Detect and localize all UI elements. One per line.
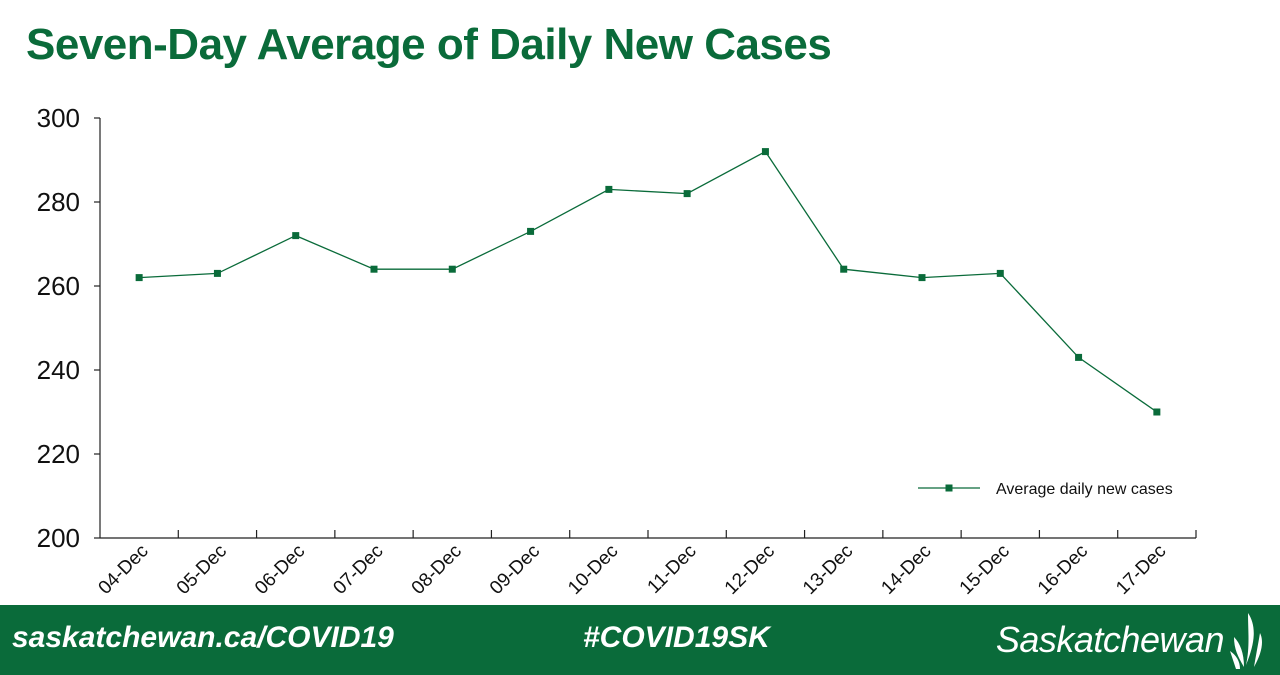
chart-axes xyxy=(99,118,1196,539)
x-tick-label: 07-Dec xyxy=(329,541,387,599)
data-point xyxy=(605,185,613,193)
data-point xyxy=(1075,353,1083,361)
x-tick-label: 13-Dec xyxy=(799,541,857,599)
x-tick-label: 15-Dec xyxy=(956,541,1014,599)
footer-hashtag: #COVID19SK xyxy=(583,621,770,654)
data-point xyxy=(370,265,378,273)
x-tick-label: 06-Dec xyxy=(251,541,309,599)
y-tick-label: 300 xyxy=(37,103,80,133)
data-point xyxy=(996,269,1004,277)
y-tick-label: 280 xyxy=(37,187,80,217)
x-tick-label: 05-Dec xyxy=(173,541,231,599)
data-point xyxy=(1153,408,1161,416)
wheat-logo-icon xyxy=(1230,613,1262,669)
data-point xyxy=(683,190,691,198)
x-tick-label: 12-Dec xyxy=(721,541,779,599)
x-tick-label: 10-Dec xyxy=(564,541,622,599)
x-tick-label: 09-Dec xyxy=(486,541,544,599)
page-title: Seven-Day Average of Daily New Cases xyxy=(26,20,832,69)
y-tick-label: 200 xyxy=(37,523,80,553)
legend-label: Average daily new cases xyxy=(996,481,1173,498)
x-tick-label: 17-Dec xyxy=(1112,541,1170,599)
brand-wordmark: Saskatchewan xyxy=(995,619,1225,660)
y-tick-label: 240 xyxy=(37,355,80,385)
line-chart: 200 220 240 260 280 300 04-Dec 05-Dec 06-Dec 07-… xyxy=(37,103,1197,599)
x-tick-label: 08-Dec xyxy=(408,541,466,599)
footer-url-link[interactable]: saskatchewan.ca/COVID19 xyxy=(12,621,394,654)
data-point xyxy=(918,274,926,282)
y-tick-label: 260 xyxy=(37,271,80,301)
series-line xyxy=(139,150,1158,413)
y-tick-label: 220 xyxy=(37,439,80,469)
data-point xyxy=(213,269,221,277)
data-point xyxy=(135,274,143,282)
x-tick-label: 04-Dec xyxy=(95,541,153,599)
chart-legend: Average daily new cases xyxy=(918,481,1173,498)
data-point xyxy=(840,265,848,273)
data-point xyxy=(448,265,456,273)
x-tick-label: 11-Dec xyxy=(644,541,701,598)
legend-square-marker xyxy=(945,484,953,492)
data-point xyxy=(292,232,300,240)
data-point xyxy=(527,227,535,235)
data-point xyxy=(761,148,769,156)
x-tick-label: 14-Dec xyxy=(877,541,935,599)
x-tick-label: 16-Dec xyxy=(1034,541,1092,599)
series-group xyxy=(135,148,1161,416)
footer-banner: saskatchewan.ca/COVID19 #COVID19SK Saska… xyxy=(0,605,1280,675)
y-axis-ticks: 200 220 240 260 280 300 xyxy=(37,103,100,553)
x-axis-ticks: 04-Dec 05-Dec 06-Dec 07-Dec 08-Dec 09-Dec 10-D… xyxy=(95,530,1197,599)
